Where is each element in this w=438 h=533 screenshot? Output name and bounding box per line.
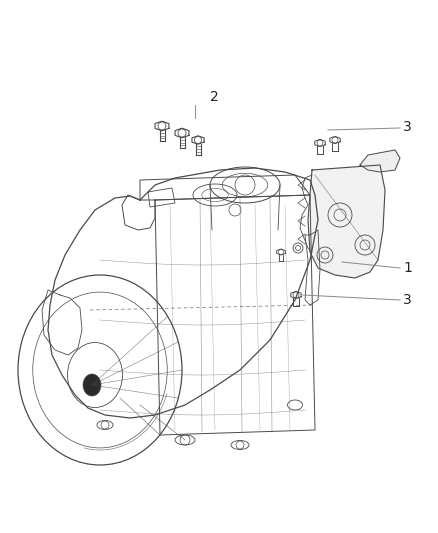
- Text: 2: 2: [210, 90, 219, 104]
- Polygon shape: [360, 150, 400, 172]
- Ellipse shape: [83, 374, 101, 396]
- Text: 3: 3: [403, 293, 412, 307]
- Text: 3: 3: [403, 120, 412, 134]
- Polygon shape: [308, 165, 385, 278]
- Text: 1: 1: [403, 261, 412, 275]
